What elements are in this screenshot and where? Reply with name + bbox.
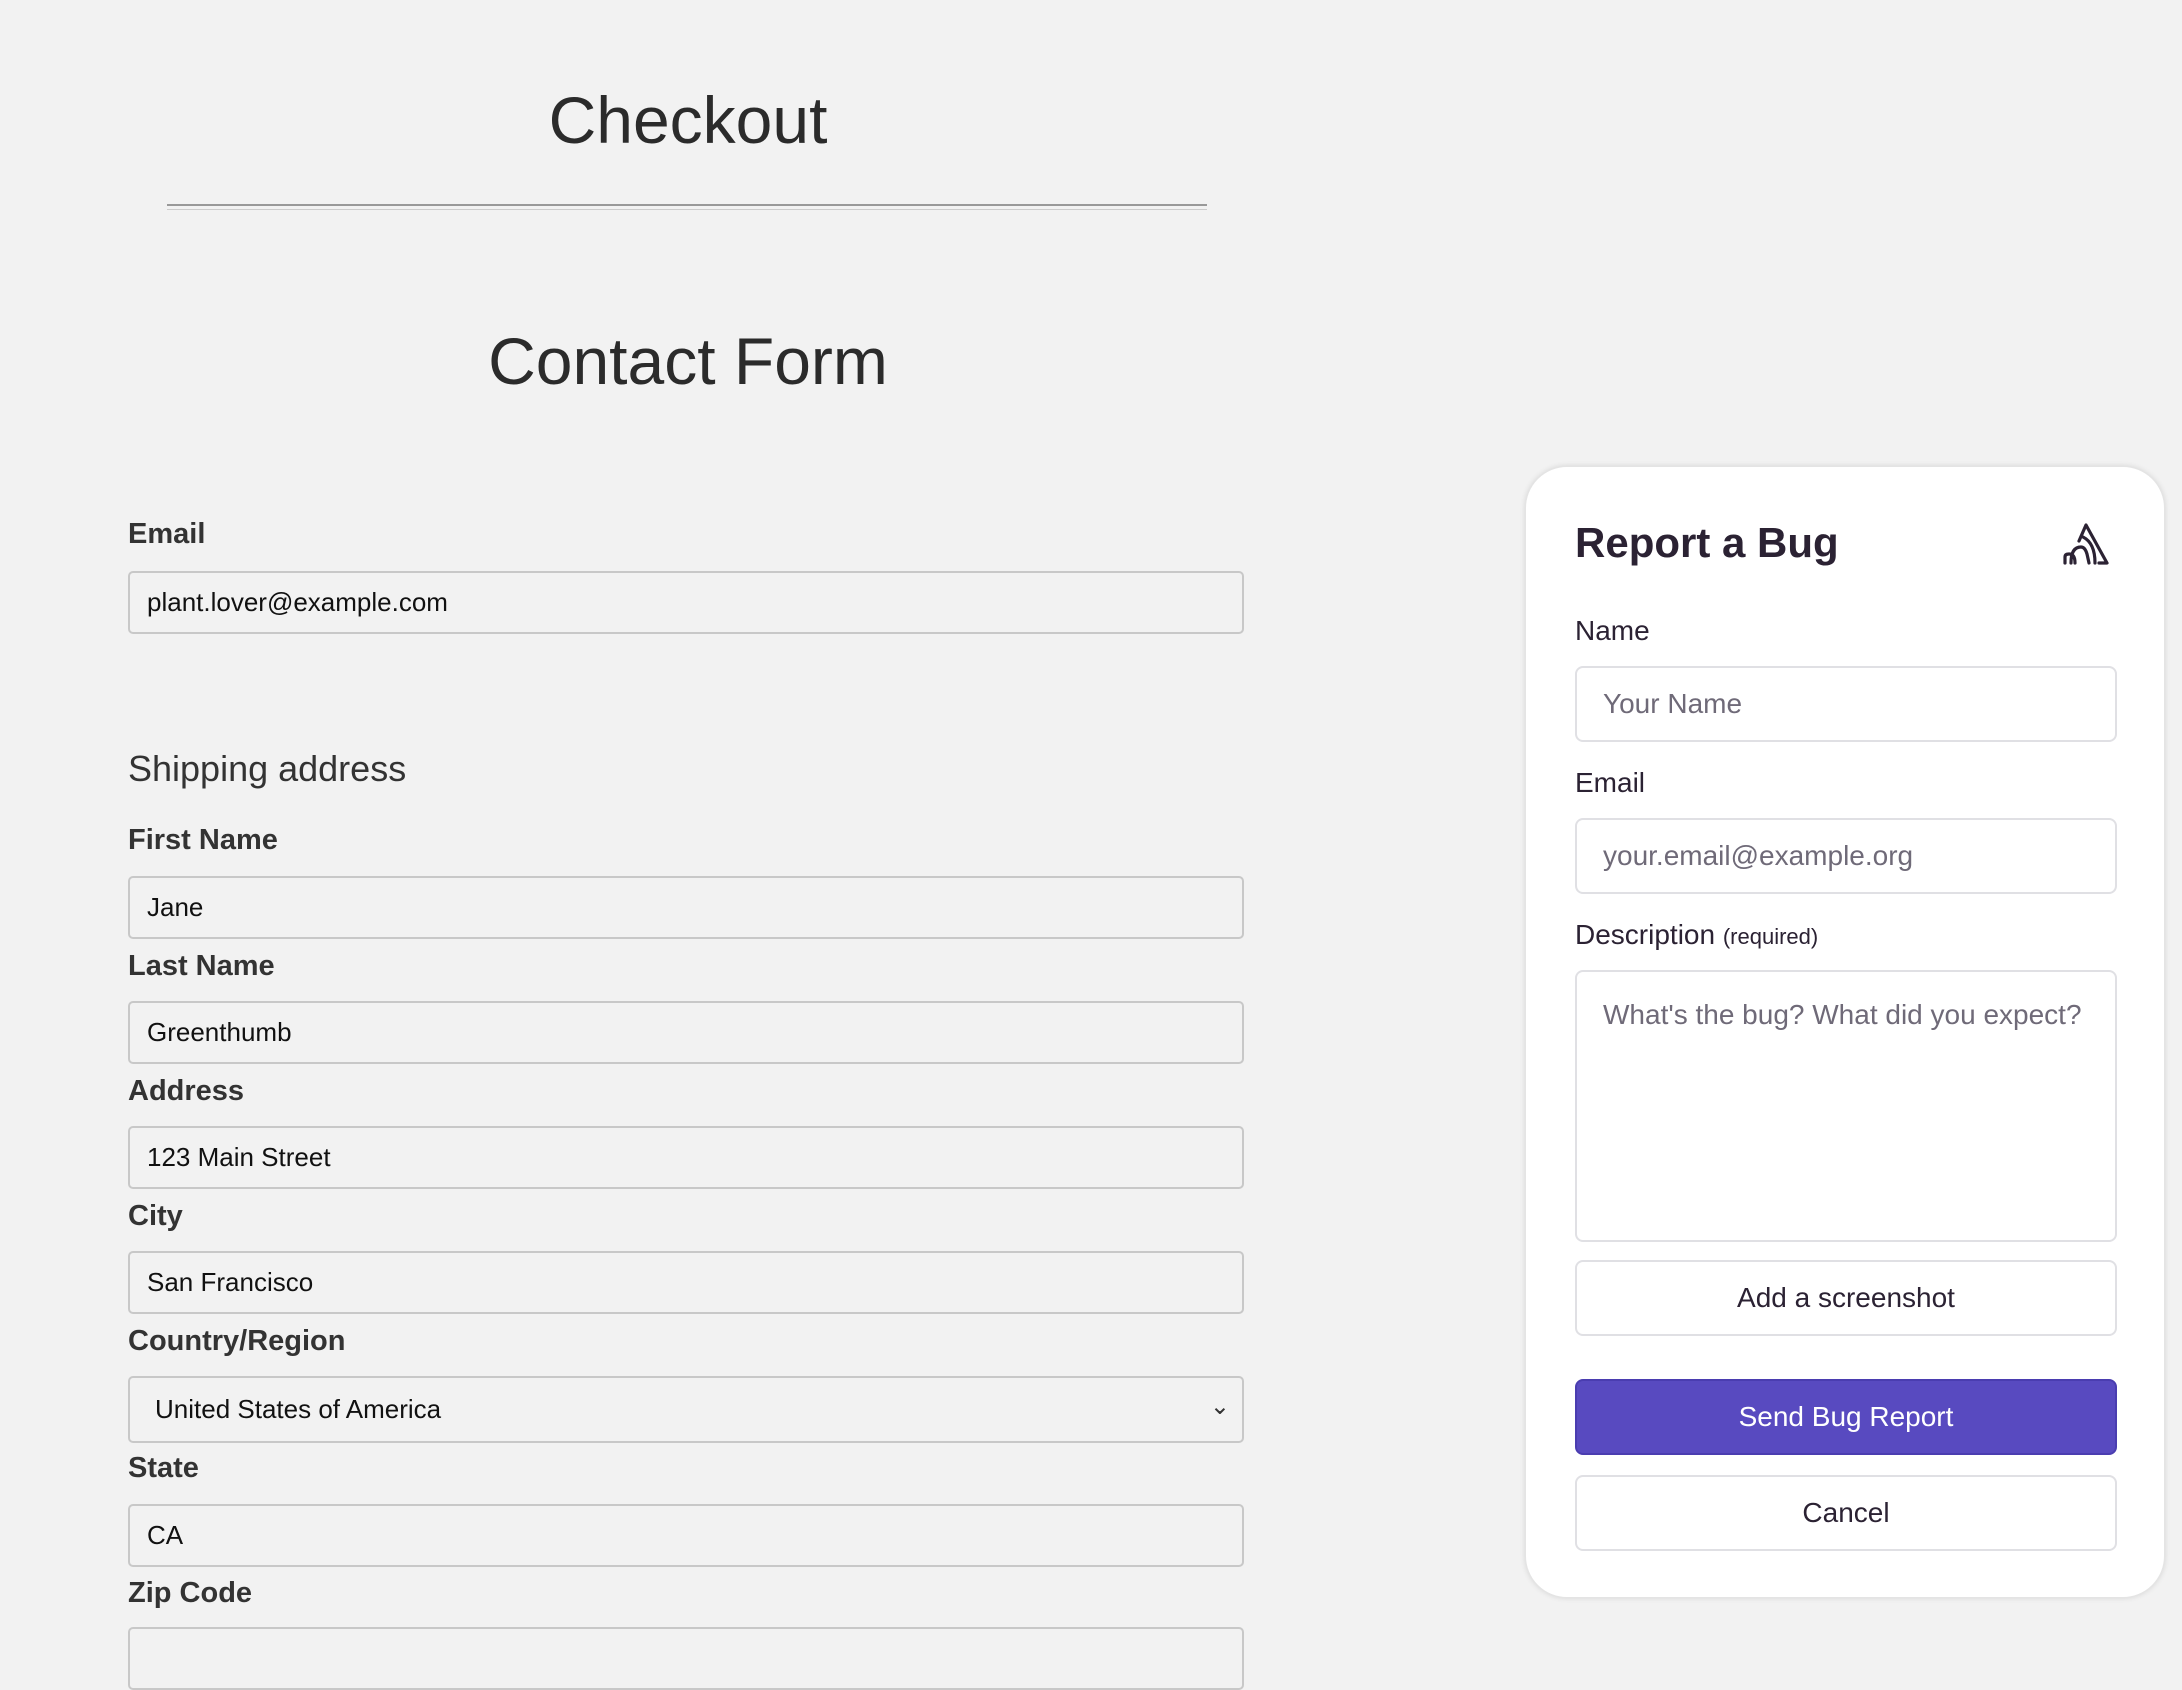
description-label: Description (required) bbox=[1575, 919, 1818, 951]
bug-email-input[interactable]: your.email@example.org bbox=[1575, 818, 2117, 894]
name-label: Name bbox=[1575, 615, 1650, 646]
widget-title: Report a Bug bbox=[1575, 519, 1839, 566]
bug-email-label: Email bbox=[1575, 767, 1646, 798]
email-label: Email bbox=[128, 518, 206, 550]
divider bbox=[167, 204, 1207, 210]
sentry-logo-icon bbox=[2063, 523, 2109, 565]
country-value: United States of America bbox=[155, 1394, 442, 1424]
required-note: (required) bbox=[1722, 924, 1819, 949]
description-label-text: Description bbox=[1575, 919, 1716, 950]
send-bug-report-button[interactable]: Send Bug Report bbox=[1575, 1379, 2117, 1455]
name-input[interactable]: Your Name bbox=[1575, 666, 2117, 742]
city-label: City bbox=[128, 1200, 183, 1232]
chevron-down-icon: ⌄ bbox=[1209, 1393, 1230, 1420]
zip-code-label: Zip Code bbox=[128, 1577, 253, 1609]
first-name-label: First Name bbox=[128, 824, 278, 856]
email-input[interactable]: plant.lover@example.com bbox=[128, 571, 1244, 634]
description-textarea[interactable]: What's the bug? What did you expect? bbox=[1575, 970, 2117, 1242]
address-label: Address bbox=[128, 1075, 245, 1107]
country-label: Country/Region bbox=[128, 1325, 346, 1357]
state-label: State bbox=[128, 1452, 199, 1484]
checkout-title: Checkout bbox=[548, 83, 828, 157]
shipping-address-heading: Shipping address bbox=[128, 748, 407, 789]
address-input[interactable]: 123 Main Street bbox=[128, 1126, 1244, 1189]
zip-code-input[interactable] bbox=[128, 1627, 1244, 1690]
add-screenshot-button[interactable]: Add a screenshot bbox=[1575, 1260, 2117, 1336]
last-name-input[interactable]: Greenthumb bbox=[128, 1001, 1244, 1064]
city-input[interactable]: San Francisco bbox=[128, 1251, 1244, 1314]
last-name-label: Last Name bbox=[128, 950, 275, 982]
contact-form-title: Contact Form bbox=[488, 324, 888, 398]
cancel-button[interactable]: Cancel bbox=[1575, 1475, 2117, 1551]
bug-report-widget: Report a Bug Name Your Name Email your.e… bbox=[1525, 466, 2165, 1598]
first-name-input[interactable]: Jane bbox=[128, 876, 1244, 939]
state-input[interactable]: CA bbox=[128, 1504, 1244, 1567]
country-select[interactable]: United States of America ⌄ bbox=[128, 1376, 1244, 1443]
